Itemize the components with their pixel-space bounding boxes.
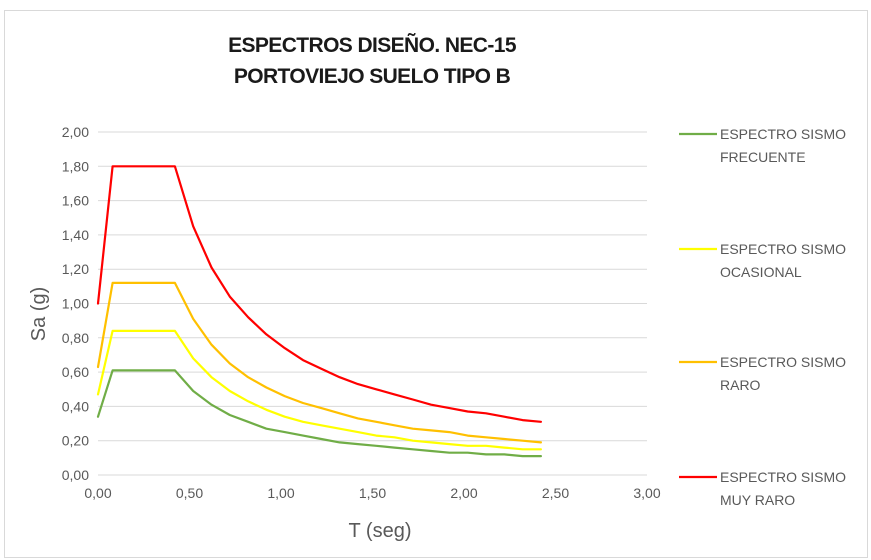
y-tick-label: 2,00: [62, 124, 89, 140]
y-tick-label: 0,60: [62, 364, 89, 380]
y-tick-label: 0,00: [62, 467, 89, 483]
x-tick-label: 3,00: [633, 485, 660, 501]
x-tick-label: 2,50: [542, 485, 569, 501]
legend-label-4: ESPECTRO SISMO: [720, 469, 846, 485]
chart-title-line-2: PORTOVIEJO SUELO TIPO B: [234, 65, 511, 88]
legend-label-3: ESPECTRO SISMO: [720, 354, 846, 370]
y-tick-label: 0,20: [62, 433, 89, 449]
series-line-3: [96, 281, 543, 444]
series-line-2: [96, 329, 543, 451]
x-tick-label: 0,50: [176, 485, 203, 501]
legend: ESPECTRO SISMO FRECUENTE ESPECTRO SISMO OCA…: [679, 126, 846, 508]
series-layer: [96, 165, 543, 458]
chart-title-line-1: ESPECTROS DISEÑO. NEC-15: [228, 34, 517, 57]
y-tick-label: 1,60: [62, 193, 89, 209]
legend-label-2: ESPECTRO SISMO: [720, 241, 846, 257]
x-axis-title: T (seg): [349, 520, 412, 542]
x-tick-label: 2,00: [450, 485, 477, 501]
tick-layer: 0,00 0,20 0,40 0,60 0,80 1,00 1,20 1,40 1,60 1,80…: [62, 124, 661, 501]
y-tick-label: 1,80: [62, 158, 89, 174]
legend-label-3: RARO: [720, 377, 761, 393]
y-tick-label: 0,80: [62, 330, 89, 346]
y-tick-label: 1,20: [62, 261, 89, 277]
legend-label-1: ESPECTRO SISMO: [720, 126, 846, 142]
chart-svg: ESPECTROS DISEÑO. NEC-15 PORTOVIEJO SUEL…: [28, 34, 846, 542]
series-line-1: [96, 369, 543, 458]
y-tick-label: 0,40: [62, 398, 89, 414]
grid-layer: [98, 131, 647, 442]
y-tick-label: 1,40: [62, 227, 89, 243]
series-line-4: [96, 165, 543, 423]
y-tick-label: 1,00: [62, 296, 89, 312]
x-tick-label: 1,50: [359, 485, 386, 501]
chart-frame: ESPECTROS DISEÑO. NEC-15 PORTOVIEJO SUEL…: [4, 10, 868, 558]
legend-label-2: OCASIONAL: [720, 264, 802, 280]
x-tick-label: 1,00: [267, 485, 294, 501]
y-axis-title: Sa (g): [28, 287, 50, 341]
legend-label-1: FRECUENTE: [720, 149, 806, 165]
x-tick-label: 0,00: [84, 485, 111, 501]
legend-label-4: MUY RARO: [720, 492, 795, 508]
